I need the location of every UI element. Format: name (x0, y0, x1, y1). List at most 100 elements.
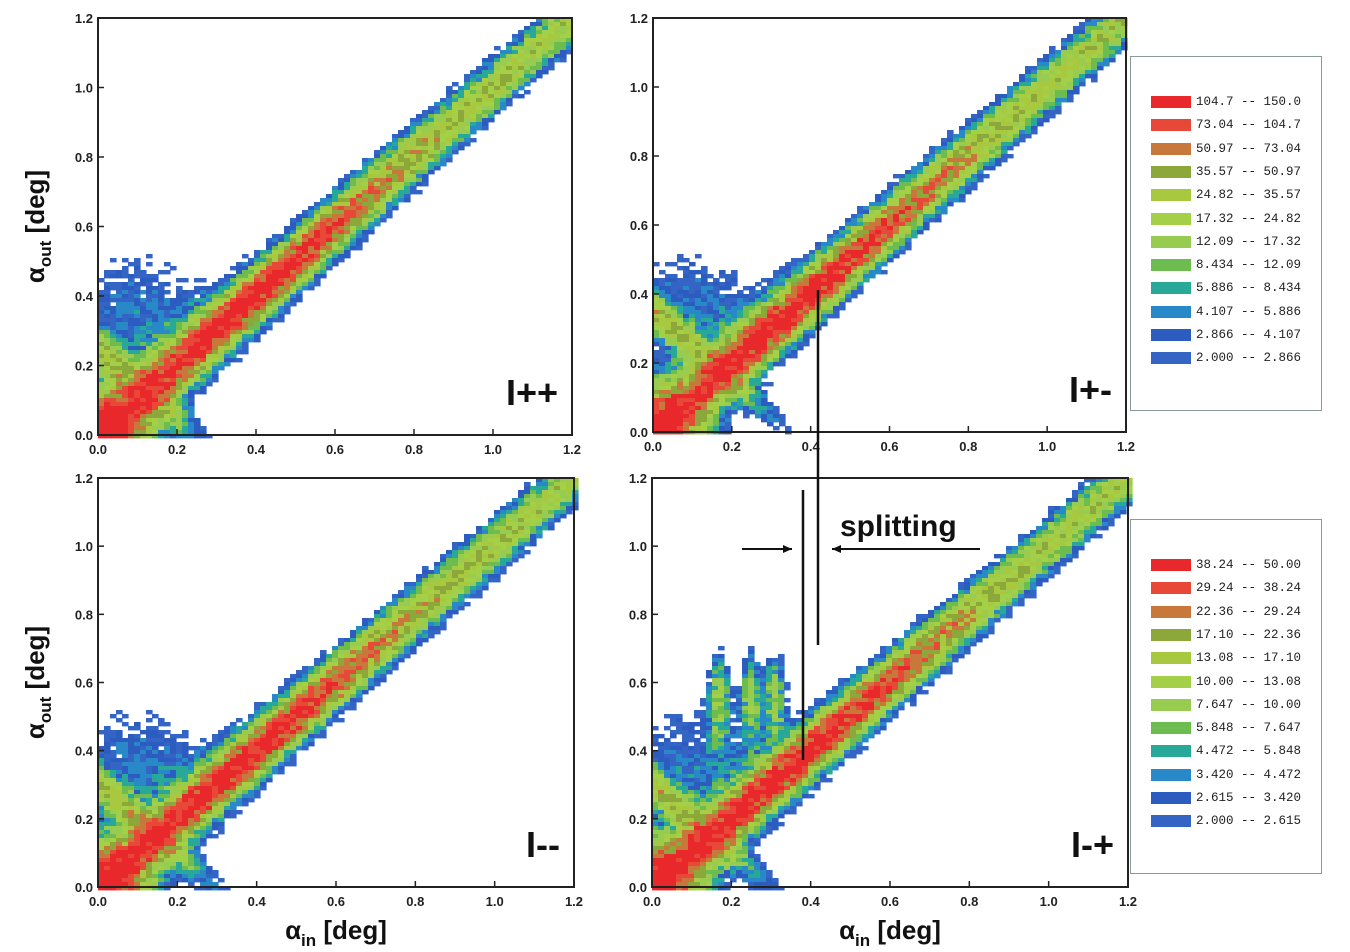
heat-cell (671, 330, 678, 335)
heat-cell (230, 274, 237, 279)
y-tick-label: 1.2 (630, 11, 648, 26)
heat-cell (935, 214, 942, 219)
heat-cell (929, 146, 936, 151)
heat-cell (140, 842, 147, 847)
heat-cell (116, 750, 123, 755)
heat-cell (707, 330, 714, 335)
heat-cell (368, 206, 375, 211)
heat-cell (110, 334, 117, 339)
heat-cell (206, 778, 213, 783)
heat-cell (200, 822, 207, 827)
heat-cell (296, 726, 303, 731)
heat-cell (242, 726, 249, 731)
heat-cell (170, 314, 177, 319)
heat-cell (344, 206, 351, 211)
heat-cell (893, 226, 900, 231)
heat-cell (182, 294, 189, 299)
heat-cell (194, 306, 201, 311)
heat-cell (104, 270, 111, 275)
heat-cell (959, 126, 966, 131)
heat-cell (749, 294, 756, 299)
heat-cell (845, 262, 852, 267)
heat-cell (851, 266, 858, 271)
heat-cell (212, 874, 219, 879)
heat-cell (230, 326, 237, 331)
heat-cell (803, 270, 810, 275)
heat-cell (200, 842, 207, 847)
heat-cell (170, 390, 177, 395)
heat-cell (743, 406, 750, 411)
heat-cell (839, 238, 846, 243)
heat-cell (1037, 122, 1044, 127)
heat-cell (260, 298, 267, 303)
heat-cell (170, 382, 177, 387)
heat-cell (488, 78, 495, 83)
heat-cell (506, 98, 513, 103)
heat-cell (743, 298, 750, 303)
heat-cell (128, 354, 135, 359)
heat-cell (128, 314, 135, 319)
heat-cell (809, 310, 816, 315)
heat-cell (1079, 82, 1086, 87)
heat-cell (422, 174, 429, 179)
heat-cell (356, 194, 363, 199)
heat-cell (1055, 98, 1062, 103)
heat-cell (380, 158, 387, 163)
heat-cell (362, 198, 369, 203)
heat-cell (977, 150, 984, 155)
heat-cell (653, 418, 660, 423)
heat-cell (1097, 38, 1104, 43)
heat-cell (392, 134, 399, 139)
heat-cell (320, 226, 327, 231)
y-tick-label: 0.0 (75, 428, 93, 443)
heat-cell (929, 158, 936, 163)
heat-cell (344, 234, 351, 239)
heat-cell (230, 290, 237, 295)
heat-cell (755, 386, 762, 391)
heat-cell (188, 434, 195, 439)
heat-cell (422, 130, 429, 135)
heat-cell (518, 62, 525, 67)
heat-cell (308, 246, 315, 251)
heat-cell (314, 206, 321, 211)
heat-cell (188, 362, 195, 367)
heat-cell (560, 30, 567, 35)
heat-cell (116, 326, 123, 331)
heat-cell (212, 282, 219, 287)
heat-cell (242, 790, 249, 795)
heat-cell (278, 702, 285, 707)
heat-cell (248, 794, 255, 799)
heat-cell (158, 342, 165, 347)
heat-cell (248, 306, 255, 311)
heat-cell (290, 722, 297, 727)
heat-cell (851, 270, 858, 275)
heat-cell (242, 322, 249, 327)
heat-cell (194, 298, 201, 303)
heat-cell (1109, 50, 1116, 55)
heat-cell (164, 298, 171, 303)
heat-cell (1043, 82, 1050, 87)
heat-cell (230, 298, 237, 303)
heat-cell (158, 882, 165, 887)
heat-cell (110, 322, 117, 327)
heat-cell (374, 166, 381, 171)
heat-cell (689, 274, 696, 279)
heat-cell (158, 334, 165, 339)
heat-cell (785, 262, 792, 267)
heat-cell (152, 274, 159, 279)
heat-cell (965, 182, 972, 187)
heat-cell (302, 242, 309, 247)
heat-cell (236, 726, 243, 731)
heat-cell (863, 270, 870, 275)
heat-cell (458, 138, 465, 143)
heat-cell (278, 714, 285, 719)
heat-cell (701, 390, 708, 395)
heat-cell (326, 706, 333, 711)
heat-cell (1001, 142, 1008, 147)
heat-cell (278, 690, 285, 695)
heat-cell (110, 386, 117, 391)
heat-cell (146, 402, 153, 407)
heat-cell (140, 746, 147, 751)
heat-cell (755, 310, 762, 315)
heat-cell (182, 810, 189, 815)
